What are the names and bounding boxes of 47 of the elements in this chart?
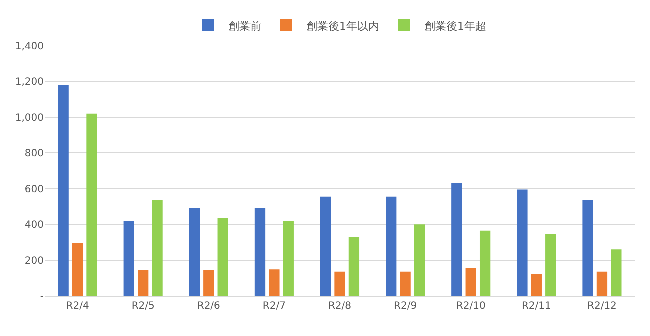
- bar: [124, 221, 134, 296]
- y-tick-label: 1,000: [15, 112, 44, 124]
- y-tick-label: 1,200: [15, 77, 44, 88]
- bar: [189, 208, 200, 296]
- x-tick-label: R2/5: [132, 301, 155, 312]
- bar: [582, 200, 594, 296]
- bar: [517, 190, 528, 296]
- bar: [283, 221, 294, 296]
- x-tick-label: R2/8: [328, 301, 352, 312]
- bar: [531, 274, 542, 296]
- bar: [400, 272, 411, 296]
- bar: [204, 270, 214, 296]
- x-tick-label: R2/9: [394, 301, 418, 312]
- legend-label: 創業後1年以内: [306, 20, 380, 33]
- x-tick-label: R2/4: [66, 301, 90, 312]
- legend-label: 創業後1年超: [424, 20, 486, 33]
- y-tick-label: 800: [24, 148, 44, 160]
- bar: [480, 230, 491, 296]
- x-tick-label: R2/11: [522, 301, 552, 312]
- y-tick-label: 400: [24, 220, 44, 232]
- legend-label: 創業前: [228, 20, 262, 33]
- x-tick-label: R2/6: [197, 301, 220, 312]
- bar: [452, 184, 462, 296]
- bar: [596, 272, 608, 296]
- bar: [152, 200, 163, 296]
- x-tick-label: R2/7: [262, 301, 286, 312]
- bar: [546, 234, 556, 296]
- y-tick-label: 600: [24, 184, 44, 196]
- y-tick-label: -: [40, 292, 44, 302]
- bar: [86, 114, 98, 296]
- bar: [138, 270, 149, 296]
- y-tick-label: 200: [24, 256, 44, 267]
- bar: [320, 196, 332, 296]
- bar: [348, 237, 360, 296]
- bar: [466, 268, 476, 296]
- bar: [269, 270, 280, 296]
- bar: [218, 218, 228, 296]
- bar: [334, 272, 346, 296]
- bar: [611, 250, 622, 296]
- bar: [58, 85, 69, 296]
- bar: [414, 224, 426, 296]
- bar: [254, 208, 266, 296]
- x-tick-label: R2/12: [588, 301, 617, 312]
- bar: [386, 196, 397, 296]
- bar: [72, 243, 84, 296]
- x-tick-label: R2/10: [456, 301, 486, 312]
- y-tick-label: 1,400: [15, 42, 44, 52]
